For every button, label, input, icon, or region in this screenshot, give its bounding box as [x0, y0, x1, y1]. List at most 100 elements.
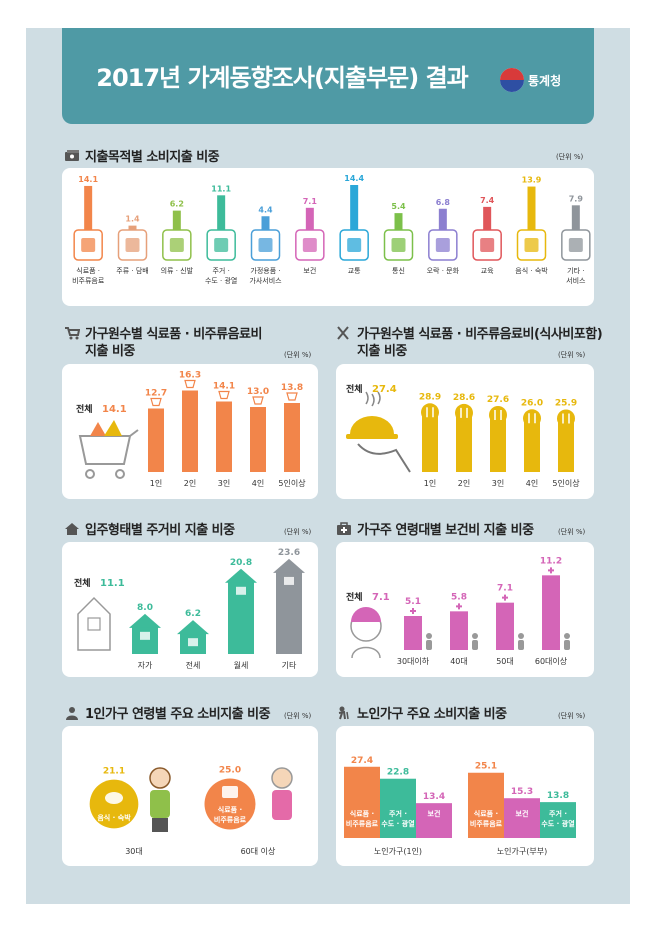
bar — [527, 186, 536, 230]
category-label: 4인 — [252, 478, 264, 488]
category-label: 기타 · — [567, 266, 584, 275]
data-label: 8.0 — [137, 603, 153, 613]
category-label: 60대이상 — [535, 656, 568, 666]
data-label: 22.8 — [387, 768, 409, 778]
bar-item-label: 수도 · 광열 — [541, 819, 574, 828]
bar — [456, 412, 472, 472]
bar-item-label: 비주류음료 — [470, 819, 503, 828]
data-label: 13.0 — [247, 387, 269, 397]
data-label: 16.3 — [179, 371, 201, 381]
bar — [490, 414, 506, 472]
group-label: 노인가구(부부) — [497, 846, 547, 856]
bar — [404, 616, 422, 650]
data-label: 6.8 — [436, 198, 451, 207]
roof-icon — [273, 558, 305, 573]
man-icon — [149, 767, 171, 789]
bar-item-label: 수도 · 광열 — [381, 819, 414, 828]
bar-item-label: 비주류음료 — [346, 819, 379, 828]
category-label: 40대 — [450, 657, 468, 666]
section-title-single: 1인가구 연령별 주요 소비지출 비중 — [64, 703, 271, 722]
data-label: 1.4 — [125, 215, 140, 224]
data-label: 5.8 — [451, 592, 467, 602]
chart-purpose: 14.1 식료품 ·비주류음료 1.4 주류 · 담배 6.2 의류 · 신발 11.1 주거… — [72, 174, 591, 285]
plate-icon — [523, 409, 541, 428]
data-label: 25.1 — [475, 762, 497, 772]
person-icon — [64, 706, 80, 720]
category-label: 서비스 — [566, 276, 586, 285]
bar — [148, 408, 164, 472]
group-label: 60대 이상 — [241, 846, 276, 856]
bar — [182, 390, 198, 472]
mini-cart-icon — [184, 379, 196, 389]
header-banner: 2017년 가계동향조사(지출부문) 결과 통계청 — [62, 28, 594, 124]
person-body-icon — [426, 640, 432, 650]
man-body-icon — [150, 790, 170, 818]
bar-item-label: 주거 · — [389, 809, 407, 818]
page-title: 2017년 가계동향조사(지출부문) 결과 — [96, 64, 469, 92]
data-label: 25.9 — [555, 398, 577, 408]
produce-icon — [104, 420, 122, 436]
data-label: 4.4 — [258, 205, 273, 214]
person-icon — [472, 633, 478, 639]
category-label: 2인 — [184, 478, 196, 488]
roof-icon — [225, 568, 257, 583]
logo-text: 통계청 — [528, 74, 562, 88]
elderly-icon — [336, 706, 352, 720]
total-label: 전체 — [74, 577, 91, 589]
plate-icon — [421, 403, 439, 422]
data-label: 5.4 — [391, 202, 406, 211]
woman-icon — [271, 767, 293, 789]
total-label: 전체 — [346, 591, 363, 603]
woman-body-icon — [272, 790, 292, 820]
data-label: 27.6 — [487, 395, 509, 405]
cutlery-icon — [494, 409, 502, 420]
doctor-body-icon — [351, 646, 381, 659]
total-value: 7.1 — [372, 592, 390, 603]
window-icon — [188, 638, 198, 647]
bar — [524, 418, 540, 472]
window-icon — [284, 576, 294, 585]
cutlery-icon — [528, 413, 536, 424]
data-label: 6.2 — [185, 609, 201, 619]
category-icon — [81, 238, 96, 252]
panel-meal: 전체 27.4 28.9 1인 28.6 2인 27.6 3인 26.0 4인 25.9 5인이상 — [336, 364, 594, 499]
data-label: 13.4 — [423, 792, 445, 802]
category-label: 식료품 · — [76, 266, 100, 275]
data-label: 27.4 — [351, 756, 373, 766]
bar — [558, 418, 574, 472]
unit-label: (단위 %) — [558, 712, 586, 720]
person-icon — [564, 633, 570, 639]
mini-cart-icon — [150, 397, 162, 407]
bar — [483, 206, 492, 230]
data-label: 15.3 — [511, 787, 533, 797]
mini-cart-icon — [286, 392, 298, 401]
category-icon — [347, 238, 362, 252]
data-label: 5.1 — [405, 597, 421, 607]
category-label: 비주류음료 — [72, 276, 105, 285]
section-title-text: 노인가구 주요 소비지출 비중 — [357, 707, 507, 722]
bar-item-label: 주거 · — [549, 809, 567, 818]
category-label: 주류 · 담배 — [116, 266, 148, 275]
category-icon — [214, 238, 229, 252]
chart-single: 21.1 음식 · 숙박 30대 25.0 식료품 ·비주류음료 60대 이상 — [89, 766, 293, 856]
basket-handle — [129, 429, 139, 437]
data-label: 28.9 — [419, 392, 441, 402]
category-label: 수도 · 광열 — [205, 277, 237, 285]
house-window-icon — [87, 617, 101, 631]
taeguk-icon — [500, 68, 524, 92]
bar — [468, 772, 504, 838]
data-label: 12.7 — [145, 389, 167, 399]
bar — [504, 798, 540, 838]
category-icon — [568, 238, 583, 252]
man-legs-icon — [152, 818, 168, 832]
category-label: 통신 — [392, 266, 405, 275]
data-label: 23.6 — [278, 548, 300, 558]
money-icon — [64, 149, 80, 163]
agency-logo: 통계청 — [500, 64, 580, 98]
bar — [305, 207, 314, 230]
data-label: 28.6 — [453, 393, 475, 403]
basket-wheel — [85, 469, 95, 479]
category-label: 3인 — [218, 478, 230, 488]
bar — [438, 208, 447, 230]
category-label: 30대이하 — [397, 656, 430, 666]
